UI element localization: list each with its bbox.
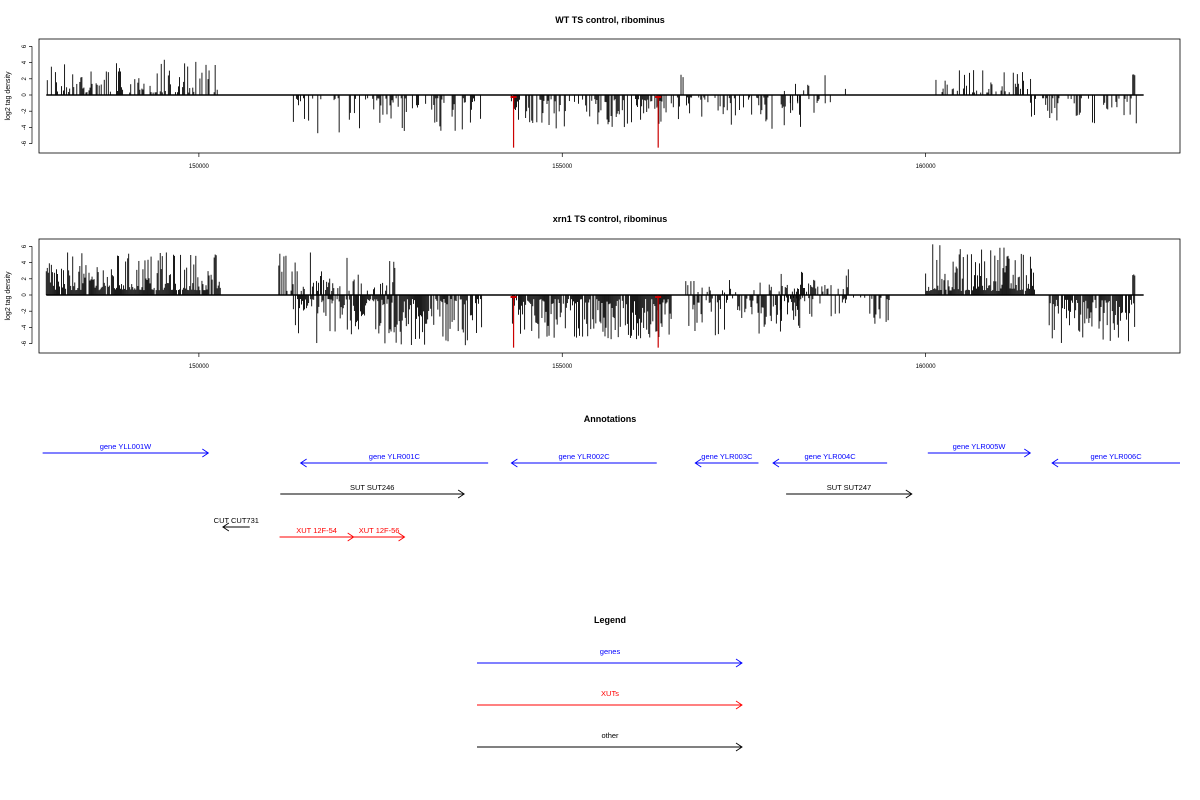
x-tick-label: 160000 [916, 364, 937, 370]
annotation-label: CUT CUT731 [214, 516, 259, 525]
annotation-arrow-head [398, 532, 406, 542]
y-tick-label: -2 [22, 308, 28, 314]
y-tick-label: -4 [22, 324, 28, 330]
wt-y-axis: -6 -4 -2 0 2 4 6 [22, 44, 33, 146]
wt-x-axis: 150000 155000 160000 [189, 153, 936, 170]
annotations-title: Annotations [584, 414, 637, 424]
legend-label: genes [600, 647, 621, 656]
annotation-label: gene YLR004C [804, 452, 856, 461]
x-tick-label: 155000 [552, 164, 573, 170]
legend-panel: Legend genes XUTs other [477, 615, 743, 752]
wt-track-panel: WT TS control, ribominus log2 tag densit… [5, 15, 1181, 170]
xrn1-track-frame [38, 238, 1181, 354]
xrn1-x-axis: 150000 155000 160000 [189, 353, 936, 370]
annotation-arrow-head [457, 489, 465, 499]
annotation-label: gene YLR001C [369, 452, 421, 461]
xrn1-y-axis: -6 -4 -2 0 2 4 6 [22, 244, 33, 346]
y-tick-label: 2 [22, 76, 28, 80]
annotation-arrow-head [905, 489, 913, 499]
y-tick-label: 4 [22, 60, 28, 64]
wt-track-frame [38, 38, 1181, 154]
y-tick-label: 0 [22, 293, 28, 297]
x-tick-label: 150000 [189, 364, 210, 370]
y-tick-label: -2 [22, 108, 28, 114]
y-tick-label: 6 [22, 244, 28, 248]
y-tick-label: -4 [22, 124, 28, 130]
annotation-arrow-head [202, 448, 210, 458]
x-tick-label: 150000 [189, 164, 210, 170]
wt-track-title: WT TS control, ribominus [555, 15, 665, 25]
x-tick-label: 155000 [552, 364, 573, 370]
y-tick-label: -6 [22, 140, 28, 146]
xrn1-bars [45, 244, 1144, 348]
legend-arrow-head [735, 742, 743, 752]
y-tick-label: 4 [22, 260, 28, 264]
annotation-arrow-head [1024, 448, 1032, 458]
xrn1-y-axis-label: log2 tag density [5, 271, 12, 321]
legend-label: XUTs [601, 689, 619, 698]
xrn1-track-panel: xrn1 TS control, ribominus log2 tag dens… [5, 214, 1181, 370]
legend-label: other [601, 731, 619, 740]
y-tick-label: 0 [22, 93, 28, 97]
y-tick-label: 6 [22, 44, 28, 48]
annotation-label: XUT 12F-54 [296, 526, 337, 535]
annotation-arrow-head [772, 458, 780, 468]
annotation-label: XUT 12F-56 [359, 526, 400, 535]
y-tick-label: -6 [22, 340, 28, 346]
y-tick-label: 2 [22, 276, 28, 280]
annotation-label: gene YLR006C [1090, 452, 1142, 461]
annotation-arrow-head [694, 458, 702, 468]
annotation-label: gene YLL001W [100, 442, 152, 451]
x-tick-label: 160000 [916, 164, 937, 170]
annotation-arrow-head [1051, 458, 1059, 468]
legend-title: Legend [594, 615, 626, 625]
annotation-items: gene YLL001W gene YLR001C gene YLR002C gene… [42, 442, 1180, 542]
annotation-label: gene YLR005W [953, 442, 1007, 451]
annotation-label: SUT SUT246 [350, 483, 394, 492]
annotation-arrow-head [299, 458, 307, 468]
wt-bars [46, 59, 1144, 148]
annotation-label: SUT SUT247 [827, 483, 871, 492]
annotation-label: gene YLR003C [701, 452, 753, 461]
annotation-arrow-head [222, 522, 230, 532]
legend-arrow-head [735, 700, 743, 710]
annotation-arrow-head [510, 458, 518, 468]
annotation-label: gene YLR002C [558, 452, 610, 461]
wt-y-axis-label: log2 tag density [5, 71, 12, 121]
legend-items: genes XUTs other [477, 647, 743, 752]
xrn1-track-title: xrn1 TS control, ribominus [553, 214, 668, 224]
legend-arrow-head [735, 658, 743, 668]
